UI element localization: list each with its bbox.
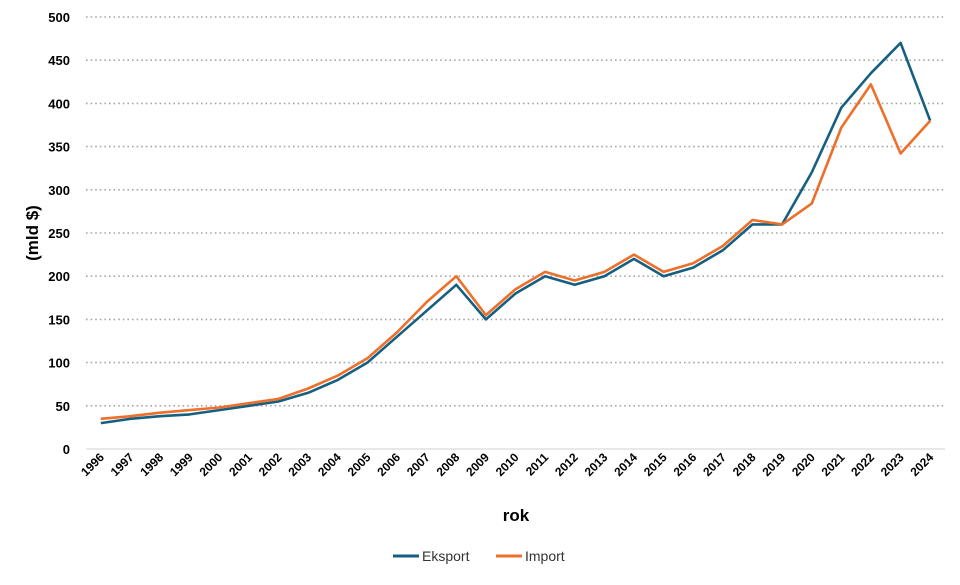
y-tick-label: 250: [48, 226, 70, 241]
x-tick-label: 2016: [671, 450, 700, 479]
y-tick-label: 200: [48, 269, 70, 284]
x-tick-label: 2000: [197, 450, 226, 479]
y-tick-label: 300: [48, 183, 70, 198]
y-tick-label: 100: [48, 356, 70, 371]
x-tick-label: 2017: [700, 450, 729, 479]
x-tick-label: 2015: [641, 450, 670, 479]
y-tick-label: 400: [48, 96, 70, 111]
x-tick-label: 2013: [582, 450, 611, 479]
x-tick-label: 2020: [789, 450, 818, 479]
x-tick-label: 2004: [315, 450, 344, 479]
series-line-import: [101, 84, 930, 418]
y-tick-label: 500: [48, 10, 70, 25]
x-tick-label: 2018: [730, 450, 759, 479]
x-tick-label: 1997: [108, 450, 137, 479]
x-tick-label: 2024: [908, 450, 937, 479]
x-tick-label: 2002: [256, 450, 285, 479]
x-tick-label: 2022: [848, 450, 877, 479]
legend-label-import: Import: [525, 548, 565, 564]
x-tick-label: 2021: [819, 450, 848, 479]
y-tick-label: 50: [56, 399, 70, 414]
legend-label-eksport: Eksport: [422, 548, 470, 564]
x-tick-label: 2006: [374, 450, 403, 479]
x-tick-label: 2009: [463, 450, 492, 479]
y-axis-label: (mld $): [23, 205, 42, 261]
x-tick-label: 2007: [404, 450, 433, 479]
x-tick-label: 1998: [137, 450, 166, 479]
x-axis-label: rok: [503, 506, 530, 525]
x-tick-label: 2014: [611, 450, 640, 479]
x-tick-label: 2005: [345, 450, 374, 479]
y-tick-label: 350: [48, 140, 70, 155]
x-tick-label: 2023: [878, 450, 907, 479]
y-tick-label: 0: [63, 442, 70, 457]
legend: Eksport Import: [393, 548, 565, 564]
y-tick-label: 450: [48, 53, 70, 68]
x-tick-label: 2012: [552, 450, 581, 479]
x-tick-label: 2010: [493, 450, 522, 479]
x-tick-label: 2011: [523, 450, 552, 479]
x-tick-label: 1996: [78, 450, 107, 479]
x-tick-label: 2008: [434, 450, 463, 479]
x-tick-label: 2019: [759, 450, 788, 479]
x-tick-label: 1999: [167, 450, 196, 479]
x-tick-label: 2001: [226, 450, 255, 479]
y-tick-label: 150: [48, 312, 70, 327]
x-tick-label: 2003: [285, 450, 314, 479]
